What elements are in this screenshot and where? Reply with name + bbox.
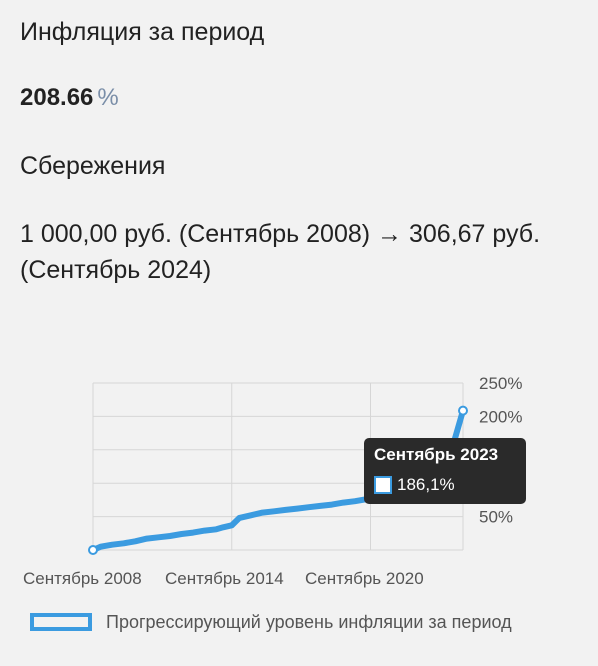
legend-swatch[interactable]: [30, 613, 92, 631]
tooltip-swatch: [374, 476, 392, 494]
savings-label: Сбережения: [20, 152, 166, 180]
chart-tooltip: Сентябрь 2023 186,1%: [364, 438, 526, 504]
tooltip-title: Сентябрь 2023: [374, 445, 499, 464]
series-point: [88, 545, 98, 555]
x-tick-label: Сентябрь 2014: [165, 569, 284, 588]
x-tick-label: Сентябрь 2008: [23, 569, 142, 588]
tooltip-value: 186,1%: [397, 475, 455, 494]
y-tick-label: 50%: [479, 508, 513, 527]
inflation-value: 208.66: [20, 84, 94, 111]
x-tick-label: Сентябрь 2020: [305, 569, 424, 588]
page-title: Инфляция за период: [20, 18, 265, 46]
y-tick-label: 200%: [479, 407, 522, 426]
x-axis-ticks: Сентябрь 2008 Сентябрь 2014 Сентябрь 2020: [23, 569, 424, 588]
inflation-unit: %: [97, 84, 119, 111]
savings-text: 1 000,00 руб. (Сентябрь 2008) → 306,67 р…: [20, 220, 541, 284]
series-point: [458, 405, 468, 416]
series-points: [88, 405, 468, 555]
legend-label[interactable]: Прогрессирующий уровень инфляции за пери…: [106, 612, 512, 632]
y-tick-label: 250%: [479, 374, 522, 393]
chart-grid: [92, 382, 464, 551]
inflation-result: 208.66%: [20, 84, 119, 112]
